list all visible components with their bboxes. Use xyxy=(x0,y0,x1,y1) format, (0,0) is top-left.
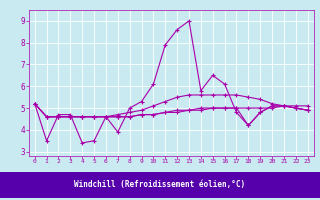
Text: Windchill (Refroidissement éolien,°C): Windchill (Refroidissement éolien,°C) xyxy=(75,180,245,190)
